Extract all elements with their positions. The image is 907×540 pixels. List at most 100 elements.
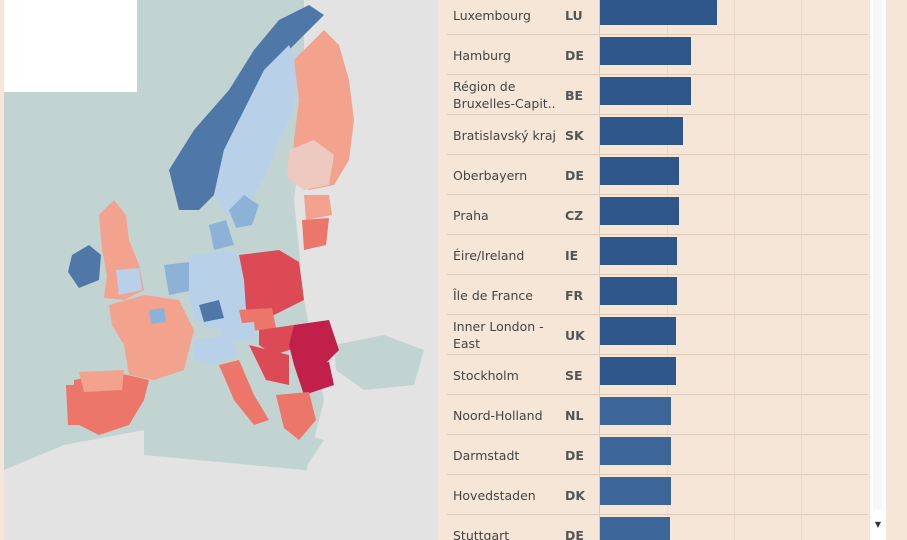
region-name-text: Stockholm	[453, 367, 519, 383]
sea-mediterranean	[144, 415, 324, 470]
region-italy-south	[219, 360, 269, 425]
bar-cell	[600, 35, 868, 75]
country-code: DE	[565, 167, 584, 183]
region-name-text: Darmstadt	[453, 447, 520, 463]
choropleth-map[interactable]	[4, 0, 438, 540]
table-row[interactable]: Stuttgart DE	[447, 515, 868, 540]
scroll-down-arrow-icon[interactable]: ▼	[874, 520, 882, 529]
region-name-text: Oberbayern	[453, 167, 528, 183]
region-ireland	[68, 245, 101, 288]
region-portugal	[66, 385, 82, 425]
bar-cell	[600, 475, 868, 515]
region-name: Oberbayern	[453, 155, 561, 195]
gridline	[734, 195, 735, 235]
table-row[interactable]: Inner London - East UK	[447, 315, 868, 355]
value-bar[interactable]	[600, 0, 717, 25]
region-name-text: Praha	[453, 207, 489, 223]
table-row[interactable]: Darmstadt DE	[447, 435, 868, 475]
region-name-text: Noord-Holland	[453, 407, 543, 423]
table-scrollbar[interactable]: ▼	[869, 0, 886, 540]
region-name: Hamburg	[453, 35, 561, 75]
value-bar[interactable]	[600, 117, 683, 145]
region-name: Noord-Holland	[453, 395, 561, 435]
value-bar[interactable]	[600, 277, 677, 305]
region-name: Inner London - East	[453, 315, 561, 355]
gridline	[801, 75, 802, 115]
gridline	[734, 315, 735, 355]
country-code: DE	[565, 447, 584, 463]
country-code: SE	[565, 367, 583, 383]
land-north-africa	[4, 430, 438, 540]
region-name: Stockholm	[453, 355, 561, 395]
region-name: Éire/Ireland	[453, 235, 561, 275]
gridline	[801, 395, 802, 435]
country-code: UK	[565, 327, 585, 343]
region-sweden	[214, 45, 299, 215]
region-name-text: Éire/Ireland	[453, 247, 525, 263]
value-bar[interactable]	[600, 77, 691, 105]
gridline	[801, 235, 802, 275]
bar-cell	[600, 435, 868, 475]
table-row[interactable]: Noord-Holland NL	[447, 395, 868, 435]
bar-cell	[600, 315, 868, 355]
value-bar[interactable]	[600, 157, 679, 185]
region-name-text: Bratislavský kraj	[453, 127, 556, 143]
table-row[interactable]: Hovedstaden DK	[447, 475, 868, 515]
region-finland-south	[287, 140, 334, 190]
gridline	[801, 155, 802, 195]
bar-cell	[600, 75, 868, 115]
region-name-text: Inner London - East	[453, 319, 544, 351]
country-code: DK	[565, 487, 586, 503]
gridline	[734, 0, 735, 35]
country-code: BE	[565, 87, 584, 103]
map-overlay-panel	[4, 0, 137, 92]
country-code: SK	[565, 127, 584, 143]
table-row[interactable]: Stockholm SE	[447, 355, 868, 395]
gridline	[801, 35, 802, 75]
value-bar[interactable]	[600, 397, 671, 425]
value-bar[interactable]	[600, 357, 676, 385]
bar-cell	[600, 115, 868, 155]
value-bar[interactable]	[600, 317, 676, 345]
region-benelux	[164, 262, 194, 295]
page-margin	[886, 0, 907, 540]
sea-black-sea	[334, 335, 424, 390]
gridline	[801, 275, 802, 315]
bar-cell	[600, 355, 868, 395]
gridline	[734, 475, 735, 515]
region-germany-dark	[199, 300, 224, 322]
table-row[interactable]: Région de Bruxelles-Capit.. BE	[447, 75, 868, 115]
europe-map-svg[interactable]	[4, 0, 438, 540]
value-bar[interactable]	[600, 37, 691, 65]
region-bulgaria	[294, 362, 334, 395]
country-code: IE	[565, 247, 579, 263]
bar-cell	[600, 0, 868, 35]
value-bar[interactable]	[600, 197, 679, 225]
gridline	[801, 0, 802, 35]
region-baltics-south	[302, 218, 329, 250]
table-row[interactable]: Luxembourg LU	[447, 0, 868, 35]
value-bar[interactable]	[600, 237, 677, 265]
table-row[interactable]: Éire/Ireland IE	[447, 235, 868, 275]
gridline	[734, 395, 735, 435]
table-row[interactable]: Île de France FR	[447, 275, 868, 315]
region-name: Darmstadt	[453, 435, 561, 475]
value-bar[interactable]	[600, 437, 671, 465]
value-bar[interactable]	[600, 517, 670, 540]
gridline	[734, 75, 735, 115]
country-code: DE	[565, 47, 584, 63]
table-row[interactable]: Bratislavský kraj SK	[447, 115, 868, 155]
region-name: Stuttgart	[453, 515, 561, 540]
value-bar[interactable]	[600, 477, 671, 505]
column-separator	[599, 0, 600, 540]
region-name-text: Luxembourg	[453, 7, 531, 23]
region-balkans	[249, 345, 289, 385]
region-spain-north	[79, 370, 124, 392]
table-row[interactable]: Hamburg DE	[447, 35, 868, 75]
region-sweden-south	[229, 195, 259, 228]
region-name-text: Hamburg	[453, 47, 511, 63]
table-row[interactable]: Praha CZ	[447, 195, 868, 235]
table-row[interactable]: Oberbayern DE	[447, 155, 868, 195]
region-ranking-table[interactable]: Luxembourg LU Hamburg DE Région de Bruxelles…	[447, 0, 868, 540]
scrollbar-thumb[interactable]	[873, 0, 882, 510]
